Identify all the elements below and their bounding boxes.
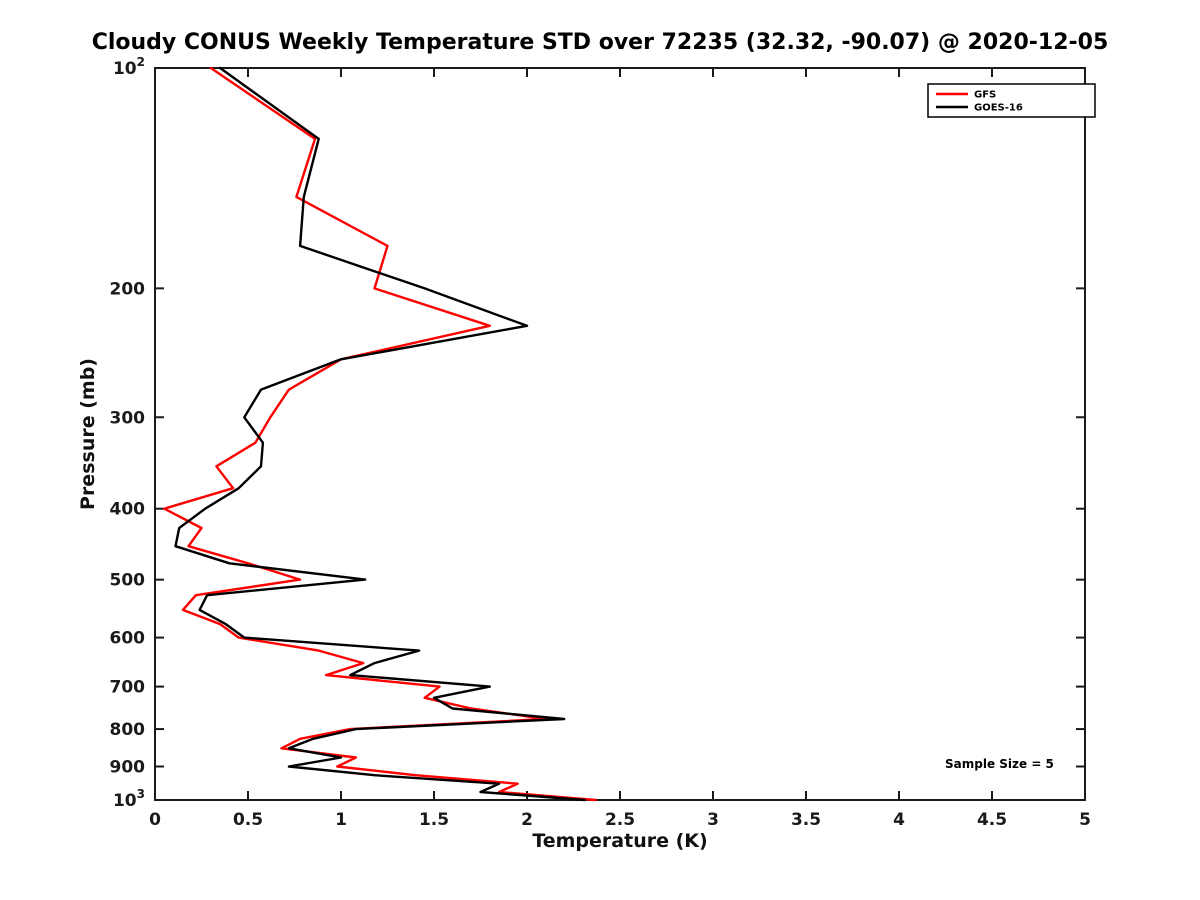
y-tick-label: 103 xyxy=(113,787,145,811)
y-tick-label: 900 xyxy=(110,758,146,778)
x-tick-label: 3.5 xyxy=(791,810,821,830)
x-tick-label: 2 xyxy=(521,810,533,830)
x-tick-label: 2.5 xyxy=(605,810,635,830)
y-tick-label: 700 xyxy=(110,678,146,698)
series-gfs-line xyxy=(163,66,597,802)
y-tick-label: 400 xyxy=(110,500,146,520)
y-axis-label: Pressure (mb) xyxy=(77,358,99,510)
y-tick-label: 800 xyxy=(110,720,146,740)
x-tick-label: 4 xyxy=(893,810,905,830)
y-tick-label: 600 xyxy=(110,629,146,649)
legend-label: GFS xyxy=(974,90,996,101)
x-tick-label: 4.5 xyxy=(977,810,1007,830)
plot-box xyxy=(154,67,1086,801)
x-tick-label: 1 xyxy=(335,810,347,830)
sample-size-annotation: Sample Size = 5 xyxy=(945,757,1054,771)
legend-label: GOES-16 xyxy=(974,103,1023,114)
legend: GFS GOES-16 xyxy=(927,83,1096,118)
legend-box xyxy=(927,83,1096,118)
y-tick-label: 102 xyxy=(113,55,145,79)
y-tick-label: 200 xyxy=(110,279,146,299)
series-goes-16-line xyxy=(174,66,586,802)
x-tick-label: 0 xyxy=(149,810,161,830)
y-tick-label: 500 xyxy=(110,571,146,591)
x-tick-label: 0.5 xyxy=(233,810,263,830)
chart-title: Cloudy CONUS Weekly Temperature STD over… xyxy=(91,30,1109,55)
y-tick-label: 300 xyxy=(110,408,146,428)
x-tick-label: 1.5 xyxy=(419,810,449,830)
x-axis-label: Temperature (K) xyxy=(532,830,708,852)
x-tick-label: 5 xyxy=(1079,810,1091,830)
x-tick-label: 3 xyxy=(707,810,719,830)
